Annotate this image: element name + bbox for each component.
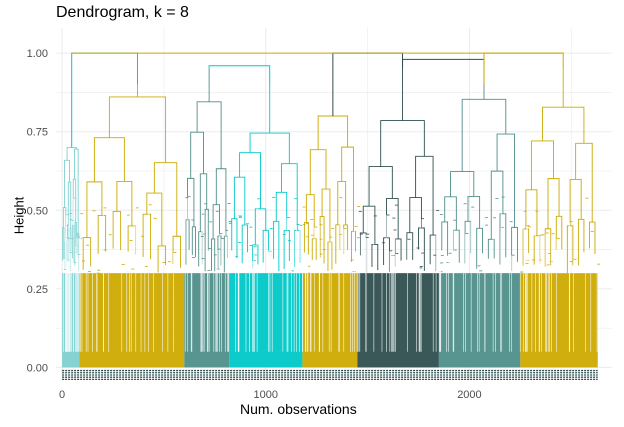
branch <box>589 221 596 255</box>
x-axis-label: Num. observations <box>240 401 357 417</box>
top-merge <box>483 52 564 85</box>
branch <box>319 216 325 264</box>
top-merge <box>208 65 271 85</box>
branch <box>530 140 554 190</box>
cluster-block <box>302 273 358 368</box>
cluster-block <box>79 273 185 368</box>
branch <box>415 155 434 236</box>
y-tick-label: 0.00 <box>27 362 48 374</box>
top-merge <box>402 58 485 85</box>
branch <box>223 235 228 273</box>
branch <box>305 194 315 239</box>
top-merge <box>71 52 138 148</box>
branch <box>273 220 280 272</box>
branch <box>359 232 367 273</box>
cluster-block <box>438 273 521 368</box>
branch <box>496 133 515 228</box>
branch <box>544 228 552 267</box>
branch <box>146 192 163 246</box>
branch <box>199 173 208 232</box>
branch <box>371 243 379 271</box>
branch <box>368 166 393 207</box>
branch <box>575 142 593 223</box>
branch <box>233 176 246 226</box>
branch <box>112 210 122 250</box>
branch <box>327 241 333 271</box>
branch <box>249 132 290 164</box>
branch <box>241 224 248 264</box>
y-tick-label: 0.50 <box>27 205 48 217</box>
y-tick-label: 0.75 <box>27 127 48 139</box>
branch <box>62 207 67 243</box>
x-tick-label: 0 <box>59 389 65 401</box>
branch <box>362 205 376 245</box>
branch <box>66 146 77 161</box>
branch <box>452 229 460 263</box>
branch <box>394 238 402 267</box>
branch <box>108 96 167 163</box>
branch <box>499 213 507 265</box>
branch <box>555 215 563 250</box>
branch <box>577 218 585 266</box>
branch <box>142 213 152 260</box>
leaf-row <box>62 369 598 381</box>
branch <box>351 230 356 262</box>
branch <box>464 220 472 264</box>
branch <box>215 168 227 237</box>
branch <box>406 232 414 260</box>
dendrogram-branches <box>62 52 601 352</box>
cluster-block <box>520 273 598 368</box>
branch <box>231 218 238 259</box>
branch <box>487 238 495 259</box>
branch <box>294 229 301 267</box>
branch <box>418 227 425 271</box>
branch <box>62 227 65 261</box>
y-tick-label: 1.00 <box>27 48 48 60</box>
branch <box>254 208 267 245</box>
branch <box>196 101 222 169</box>
branch <box>511 226 518 271</box>
branch <box>317 115 349 150</box>
branch <box>476 227 483 269</box>
branch <box>97 215 107 254</box>
branch <box>444 196 457 231</box>
branch <box>461 98 507 172</box>
chart-title: Dendrogram, k = 8 <box>56 4 189 21</box>
branch <box>93 137 125 182</box>
x-tick-label: 1000 <box>254 389 278 401</box>
branch <box>341 146 354 232</box>
branch <box>82 237 92 270</box>
cluster-block <box>357 273 439 368</box>
branch <box>153 162 178 237</box>
branch <box>116 181 133 226</box>
branch <box>490 170 504 240</box>
branch <box>64 159 70 208</box>
branch <box>212 204 220 239</box>
branch <box>191 226 196 258</box>
x-tick-label: 2000 <box>457 389 481 401</box>
cluster-block <box>229 273 303 368</box>
y-tick-label: 0.25 <box>27 284 48 296</box>
branch <box>321 188 331 243</box>
branch <box>86 181 103 238</box>
branch <box>380 120 425 167</box>
axis-ticks: 0.00 0.25 0.50 0.75 1.00 0 1000 2000 <box>27 48 482 401</box>
branch <box>569 179 582 226</box>
branch <box>441 221 449 256</box>
branch <box>547 178 560 229</box>
branch <box>204 208 209 272</box>
branch <box>409 197 422 233</box>
branch <box>281 163 298 231</box>
cluster-blocks <box>62 273 598 368</box>
branch <box>275 191 288 231</box>
branch <box>450 171 475 197</box>
branch <box>190 131 204 179</box>
branch <box>309 149 327 195</box>
branch <box>542 106 585 144</box>
branch <box>74 148 79 234</box>
branch <box>157 245 167 273</box>
